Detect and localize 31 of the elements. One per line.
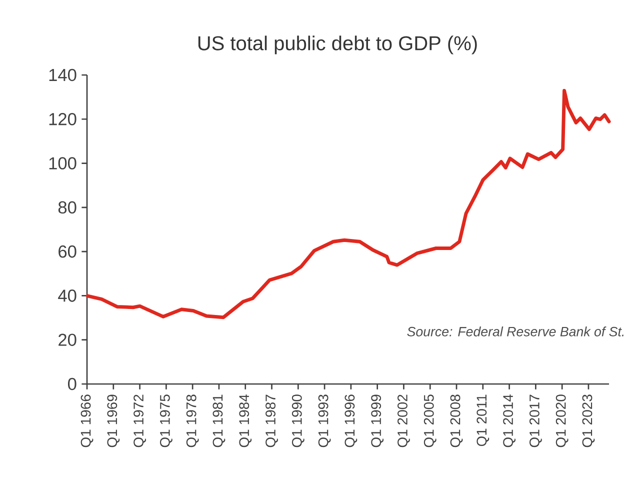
x-tick-label: Q1 2020	[556, 394, 568, 448]
x-tick-label: Q1 1966	[80, 394, 94, 448]
x-tick-label: Q1 2002	[398, 394, 410, 448]
x-tick-label: Q1 1987	[266, 394, 278, 448]
y-tick-label: 20	[58, 334, 76, 346]
x-tick-label: Q1 1984	[239, 394, 252, 448]
y-tick-label: 140	[49, 68, 76, 82]
line-series	[86, 88, 611, 320]
y-tick-label: 40	[58, 290, 76, 302]
x-tick-label: Q1 2011	[476, 394, 490, 446]
y-tick-label: 100	[49, 157, 76, 170]
x-tick-label: Q1 1978	[186, 394, 199, 448]
x-tick-label: Q1 1981	[212, 394, 226, 448]
y-tick-label: 80	[58, 201, 76, 214]
x-tick-label: Q1 2017	[529, 394, 542, 448]
x-tick-label: Q1 2023	[582, 394, 595, 448]
x-tick-label: Q1 1993	[318, 394, 331, 448]
x-tick-label: Q1 1975	[160, 394, 172, 448]
x-tick-label: Q1 2005	[424, 394, 436, 448]
y-tick-label: 0	[68, 378, 76, 390]
chart-title: US total public debt to GDP (%)	[198, 36, 477, 54]
x-tick-label: Q1 2014	[503, 394, 516, 448]
x-tick-label: Q1 2008	[450, 394, 463, 448]
annotation: Source: Federal Reserve Bank of St.	[407, 326, 624, 336]
x-tick-label: Q1 1972	[134, 394, 146, 448]
y-tick-label: 60	[58, 245, 76, 258]
y-tick-label: 120	[49, 112, 76, 126]
x-tick-label: Q1 1969	[107, 394, 120, 448]
x-tick-label: Q1 1990	[292, 394, 304, 448]
x-tick-label: Q1 1999	[371, 394, 384, 448]
x-tick-label: Q1 1996	[344, 394, 358, 448]
